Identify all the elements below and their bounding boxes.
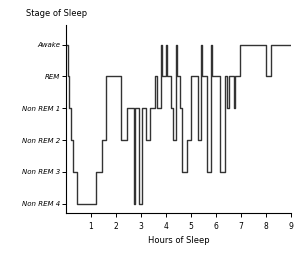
- X-axis label: Hours of Sleep: Hours of Sleep: [148, 235, 209, 245]
- Text: Stage of Sleep: Stage of Sleep: [26, 9, 87, 18]
